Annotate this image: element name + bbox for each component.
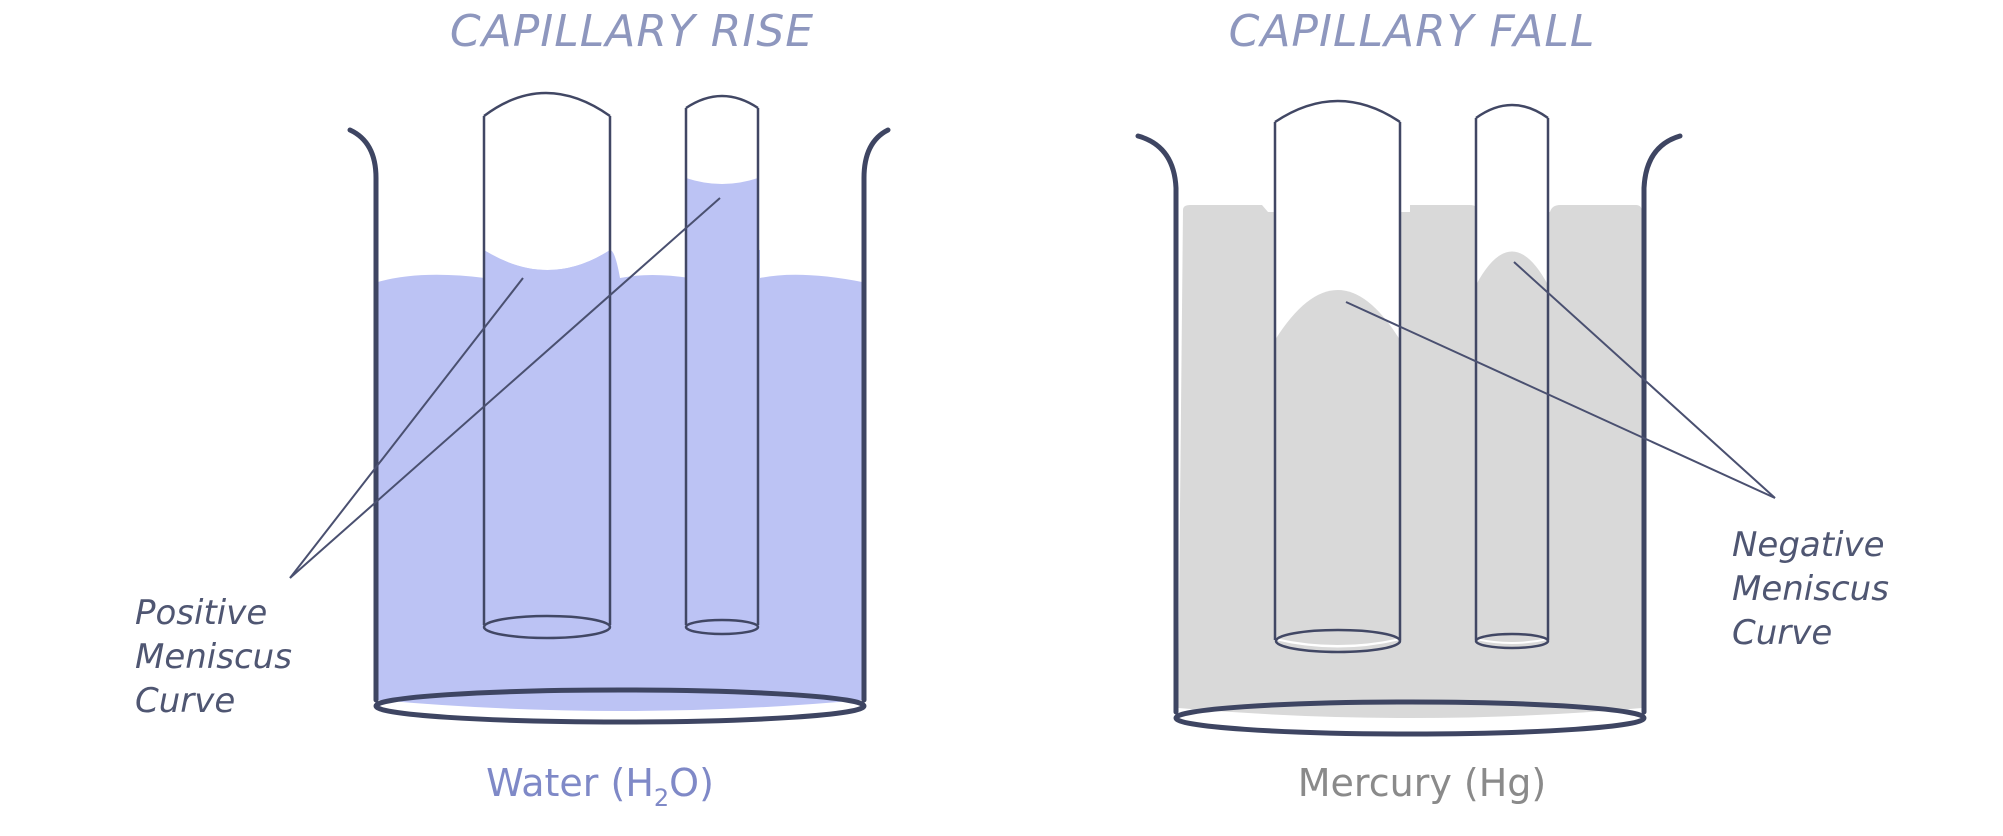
positive-leader-1 (289, 277, 524, 579)
negative-meniscus-annotation: Negative Meniscus Curve (1732, 525, 1900, 653)
negative-leader-1 (1345, 301, 1776, 499)
water-label: Water (H2O) (486, 761, 714, 812)
capillary-fall-title: CAPILLARY FALL (1229, 6, 1596, 57)
mercury-beaker (1135, 133, 1683, 715)
annotation-line: Positive (135, 593, 267, 633)
annotation-line: Meniscus (135, 637, 292, 677)
capillary-rise-title: CAPILLARY RISE (450, 6, 814, 57)
water-beaker-base (373, 687, 867, 725)
negative-leader-2 (1513, 261, 1776, 499)
mercury-beaker-base (1173, 699, 1647, 737)
narrow-tube-mercury (1474, 103, 1550, 650)
annotation-line: Meniscus (1732, 569, 1889, 609)
wide-tube-mercury (1273, 99, 1402, 654)
water-liquid (378, 250, 862, 711)
capillary-rise-panel: CAPILLARY RISE Positive Meniscus Curve (135, 6, 891, 812)
mercury-label: Mercury (Hg) (1298, 761, 1546, 805)
water-beaker (347, 127, 891, 703)
annotation-line: Curve (135, 681, 235, 721)
wide-tube-water (482, 91, 612, 640)
mercury-liquid (1178, 205, 1642, 718)
positive-meniscus-annotation: Positive Meniscus Curve (135, 593, 303, 721)
annotation-line: Negative (1732, 525, 1885, 565)
capillary-fall-panel: CAPILLARY FALL Negative Meniscus Curve (1135, 6, 1900, 805)
positive-leader-2 (289, 197, 721, 579)
narrow-tube-water (684, 94, 760, 636)
annotation-line: Curve (1732, 613, 1832, 653)
